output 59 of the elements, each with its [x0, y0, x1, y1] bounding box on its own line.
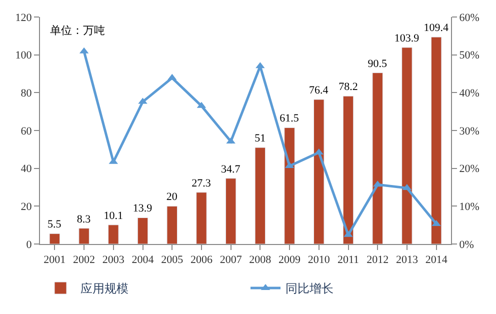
- x-tick-label: 2012: [366, 254, 389, 266]
- data-label: 13.9: [132, 202, 153, 215]
- data-label: 109.4: [424, 22, 449, 34]
- y-tick-label: 60: [20, 125, 32, 138]
- bar: [314, 99, 324, 244]
- bar: [196, 192, 207, 244]
- x-tick-label: 2004: [132, 254, 154, 266]
- y2-tick-label: 60%: [459, 12, 480, 24]
- data-label: 78.2: [338, 81, 358, 94]
- x-tick-label: 2013: [396, 254, 418, 266]
- x-tick-label: 2001: [44, 254, 66, 266]
- x-tick-label: 2002: [73, 254, 96, 266]
- data-label: 61.5: [280, 112, 300, 125]
- data-label: 20: [166, 191, 178, 204]
- data-label: 76.4: [309, 84, 329, 96]
- annotation: 单位：万吨: [50, 24, 105, 37]
- x-tick-label: 2011: [337, 254, 360, 266]
- data-label: 10.1: [104, 210, 124, 222]
- x-tick-label: 2007: [220, 254, 242, 266]
- data-label: 103.9: [394, 32, 420, 44]
- data-label: 27.3: [192, 177, 212, 190]
- x-tick-label: 2005: [161, 254, 184, 266]
- x-tick-label: 2014: [425, 254, 448, 266]
- bar: [342, 96, 354, 244]
- x-tick-label: 2010: [308, 254, 330, 266]
- y-tick-label: 80: [20, 88, 32, 100]
- bar: [372, 72, 383, 244]
- y-tick-label: 0: [26, 238, 32, 251]
- data-label: 51: [254, 132, 266, 145]
- x-tick-label: 2009: [278, 254, 302, 266]
- x-tick-label: 2003: [102, 254, 125, 266]
- x-tick-label: 2008: [249, 254, 272, 266]
- bar: [49, 233, 60, 244]
- legend-label: 同比增长: [286, 282, 334, 296]
- y2-tick-label: 40%: [459, 88, 480, 100]
- data-label: 5.5: [48, 218, 62, 231]
- y-tick-label: 40: [20, 163, 32, 176]
- bar: [402, 47, 412, 244]
- y2-tick-label: 10%: [459, 201, 480, 214]
- y-tick-label: 100: [15, 50, 32, 62]
- y2-tick-label: 30%: [459, 125, 480, 138]
- data-label: 8.3: [76, 213, 92, 226]
- bar: [78, 228, 90, 244]
- legend-label: 应用规模: [80, 282, 128, 296]
- bar: [108, 224, 119, 244]
- y2-tick-label: 50%: [459, 50, 480, 62]
- x-tick-label: 2006: [190, 254, 213, 266]
- y-tick-label: 20: [20, 201, 32, 214]
- y2-tick-label: 0%: [459, 238, 474, 251]
- bar: [254, 147, 266, 244]
- y2-tick-label: 20%: [459, 163, 480, 176]
- bar: [137, 217, 148, 244]
- bar: [430, 36, 442, 244]
- data-label: 90.5: [368, 58, 388, 70]
- bar: [225, 178, 236, 244]
- y-tick-label: 120: [15, 12, 32, 24]
- data-label: 34.7: [220, 163, 241, 176]
- bar: [284, 127, 295, 244]
- bar: [166, 206, 178, 244]
